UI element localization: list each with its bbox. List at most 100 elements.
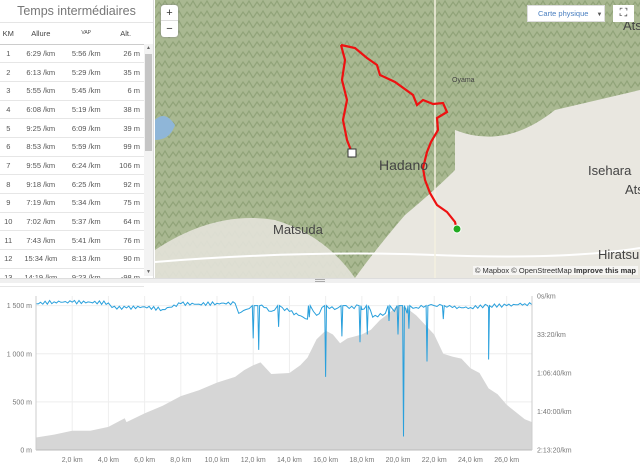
splits-panel: Temps intermédiaires KM Allure VAP Alt. … [0, 0, 154, 288]
split-km: 7 [0, 156, 17, 176]
split-row: 1 6:29 /km 5:56 /km 26 m [0, 44, 144, 64]
split-alt: 90 m [107, 249, 144, 269]
place-oyama: Oyama [452, 77, 475, 84]
split-km: 6 [0, 137, 17, 157]
x-tick-label: 10,0 km [205, 457, 230, 464]
split-row: 7 9:55 /km 6:24 /km 106 m [0, 156, 144, 176]
split-pace: 6:13 /km [16, 62, 66, 82]
split-km: 10 [0, 212, 17, 232]
elevation-pace-chart[interactable]: 0 m 500 m 1 000 m 1 500 m 2,0 km 4,0 km 6,0 km… [0, 285, 640, 469]
place-atsugi-south: Atsu [625, 182, 640, 197]
scrollbar-thumb[interactable] [145, 54, 152, 151]
fullscreen-button[interactable]: ⛶ [613, 5, 634, 22]
x-tick-label: 2,0 km [62, 457, 83, 464]
start-marker [452, 224, 462, 234]
y-tick-label: 1 500 m [7, 303, 32, 310]
y2-tick-label: 2:13:20/km [537, 448, 572, 455]
split-km: 3 [0, 81, 17, 101]
split-gap: 5:45 /km [65, 81, 108, 101]
map-type-select[interactable]: Carte physique ▼ [527, 5, 605, 22]
split-km: 11 [0, 230, 17, 251]
y-tick-label: 1 000 m [7, 351, 32, 358]
y2-tick-label: 1:40:00/km [537, 409, 572, 416]
place-matsuda: Matsuda [273, 222, 323, 237]
split-pace: 7:43 /km [16, 230, 66, 251]
grip-icon [315, 279, 325, 282]
split-km: 2 [0, 62, 17, 82]
split-gap: 5:41 /km [65, 230, 108, 251]
splits-title: Temps intermédiaires [0, 0, 153, 23]
split-pace: 8:53 /km [16, 137, 66, 157]
zoom-out-button[interactable]: − [166, 23, 173, 35]
split-alt: 6 m [107, 81, 144, 101]
split-alt: 35 m [107, 62, 144, 82]
split-km: 8 [0, 174, 17, 194]
improve-map-link[interactable]: Improve this map [573, 266, 636, 275]
resize-handle[interactable] [0, 278, 640, 283]
map-type-label: Carte physique [538, 9, 589, 18]
split-pace: 9:25 /km [16, 118, 66, 138]
col-gap: VAP [65, 23, 108, 45]
split-row: 5 9:25 /km 6:09 /km 39 m [0, 118, 144, 138]
splits-table: KM Allure VAP Alt. 1 6:29 /km 5:56 /km 26 m… [0, 23, 144, 288]
split-gap: 8:13 /km [65, 249, 108, 269]
split-alt: 39 m [107, 118, 144, 138]
split-pace: 7:19 /km [16, 193, 66, 213]
split-alt: 64 m [107, 212, 144, 232]
place-hadano: Hadano [379, 157, 429, 173]
split-alt: 76 m [107, 230, 144, 251]
x-tick-label: 24,0 km [458, 457, 483, 464]
split-pace: 9:55 /km [16, 156, 66, 176]
split-km: 1 [0, 44, 17, 64]
split-gap: 5:19 /km [65, 100, 108, 120]
split-alt: 92 m [107, 174, 144, 194]
split-km: 12 [0, 249, 17, 269]
x-tick-label: 14,0 km [277, 457, 302, 464]
altitude-area [36, 304, 532, 450]
zoom-in-button[interactable]: + [161, 5, 178, 21]
split-gap: 6:09 /km [65, 118, 108, 138]
y2-tick-label: 33:20/km [537, 332, 566, 339]
split-row: 6 8:53 /km 5:59 /km 99 m [0, 137, 144, 157]
split-row: 11 7:43 /km 5:41 /km 76 m [0, 230, 144, 251]
caret-down-icon: ▼ [596, 12, 603, 18]
split-row: 9 7:19 /km 5:34 /km 75 m [0, 193, 144, 213]
map-canvas [155, 0, 640, 278]
x-tick-label: 4,0 km [98, 457, 119, 464]
split-pace: 7:02 /km [16, 212, 66, 232]
map[interactable]: Hadano Matsuda Isehara Hiratsuk Atsu Ats… [155, 0, 640, 278]
split-row: 12 15:34 /km 8:13 /km 90 m [0, 249, 144, 269]
split-km: 4 [0, 100, 17, 120]
split-pace: 6:08 /km [16, 100, 66, 120]
x-tick-label: 22,0 km [422, 457, 447, 464]
split-alt: 75 m [107, 193, 144, 213]
x-tick-label: 8,0 km [170, 457, 191, 464]
place-isehara: Isehara [588, 163, 632, 178]
col-pace: Allure [16, 23, 66, 45]
split-km: 9 [0, 193, 17, 213]
split-gap: 5:34 /km [65, 193, 108, 213]
y2-tick-label: 0s/km [537, 294, 556, 301]
split-alt: 38 m [107, 100, 144, 120]
map-attribution: © Mapbox © OpenStreetMap Improve this ma… [472, 266, 638, 275]
split-row: 4 6:08 /km 5:19 /km 38 m [0, 100, 144, 120]
split-alt: 106 m [107, 156, 144, 176]
split-row: 10 7:02 /km 5:37 /km 64 m [0, 212, 144, 232]
place-hiratsuka: Hiratsuk [598, 247, 640, 262]
split-alt: 99 m [107, 137, 144, 157]
split-alt: 26 m [107, 44, 144, 64]
split-gap: 5:59 /km [65, 137, 108, 157]
split-gap: 6:24 /km [65, 156, 108, 176]
split-row: 8 9:18 /km 6:25 /km 92 m [0, 174, 144, 194]
col-alt: Alt. [107, 23, 144, 45]
x-tick-label: 26,0 km [494, 457, 519, 464]
mapbox-link[interactable]: © Mapbox [474, 266, 510, 275]
split-pace: 6:29 /km [16, 44, 66, 64]
split-pace: 15:34 /km [16, 249, 66, 269]
x-tick-label: 6,0 km [134, 457, 155, 464]
zoom-control: + − [161, 5, 178, 37]
scrollbar[interactable]: ▲ ▼ [144, 44, 153, 276]
osm-link[interactable]: © OpenStreetMap [511, 266, 572, 275]
split-pace: 9:18 /km [16, 174, 66, 194]
col-km: KM [0, 23, 17, 45]
